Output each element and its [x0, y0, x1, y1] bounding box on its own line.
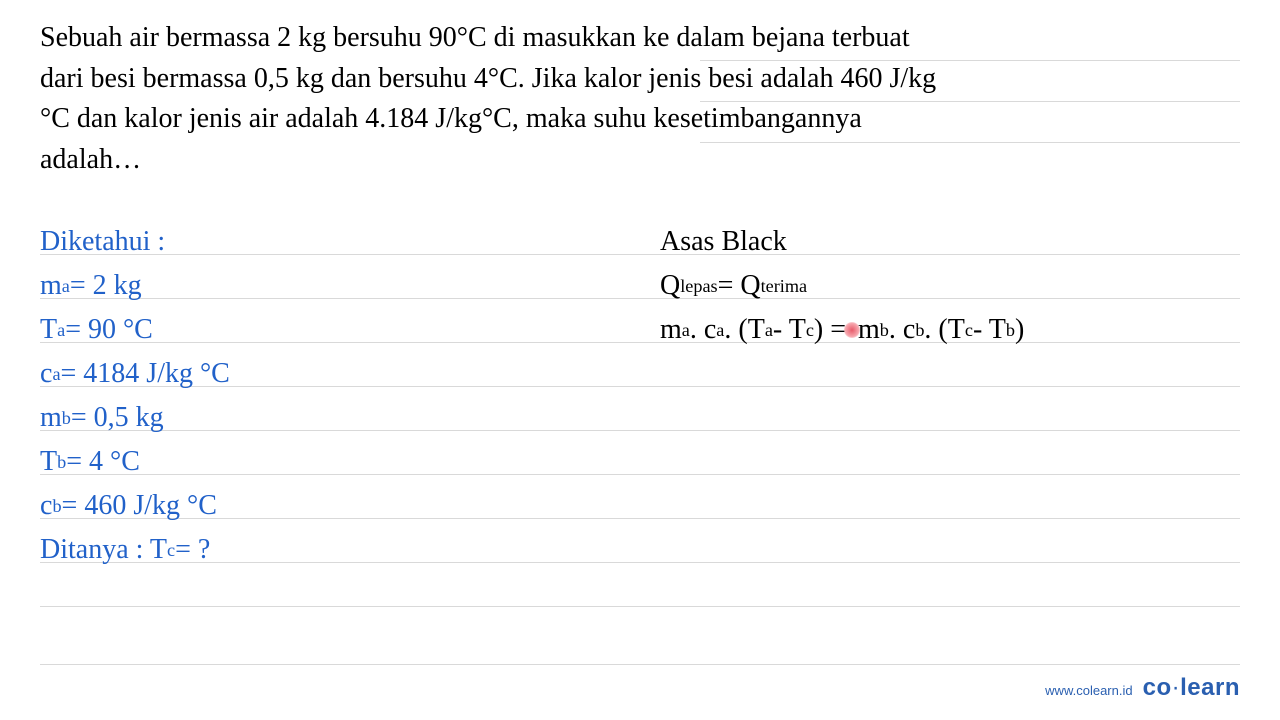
solution-column: Asas Black Qlepas = Qterima ma . ca . (T…: [660, 220, 1240, 572]
footer-brand: co·learn: [1143, 674, 1240, 702]
c-b-value: cb = 460 J/kg °C: [40, 484, 620, 528]
mass-a-value: ma = 2 kg: [40, 264, 620, 308]
footer-branding: www.colearn.id co·learn: [1045, 674, 1240, 702]
temp-a-value: Ta = 90 °C: [40, 308, 620, 352]
mass-b-value: mb = 0,5 kg: [40, 396, 620, 440]
footer-url: www.colearn.id: [1045, 683, 1132, 698]
q-lepas-equation: Qlepas = Qterima: [660, 264, 1240, 308]
question-side-rules: [700, 60, 1240, 183]
heat-balance-equation: ma . ca . (Ta - Tc) =mb . cb . (Tc - Tb): [660, 308, 1240, 352]
known-values-column: Diketahui : ma = 2 kg Ta = 90 °C ca = 41…: [40, 220, 620, 572]
temp-b-value: Tb = 4 °C: [40, 440, 620, 484]
c-a-value: ca = 4184 J/kg °C: [40, 352, 620, 396]
asas-black-heading: Asas Black: [660, 220, 1240, 264]
diketahui-heading: Diketahui :: [40, 220, 620, 264]
ruled-background: Diketahui : ma = 2 kg Ta = 90 °C ca = 41…: [40, 210, 1240, 572]
ditanya-line: Ditanya : Tc = ?: [40, 528, 620, 572]
worked-solution-area: Diketahui : ma = 2 kg Ta = 90 °C ca = 41…: [40, 210, 1240, 572]
